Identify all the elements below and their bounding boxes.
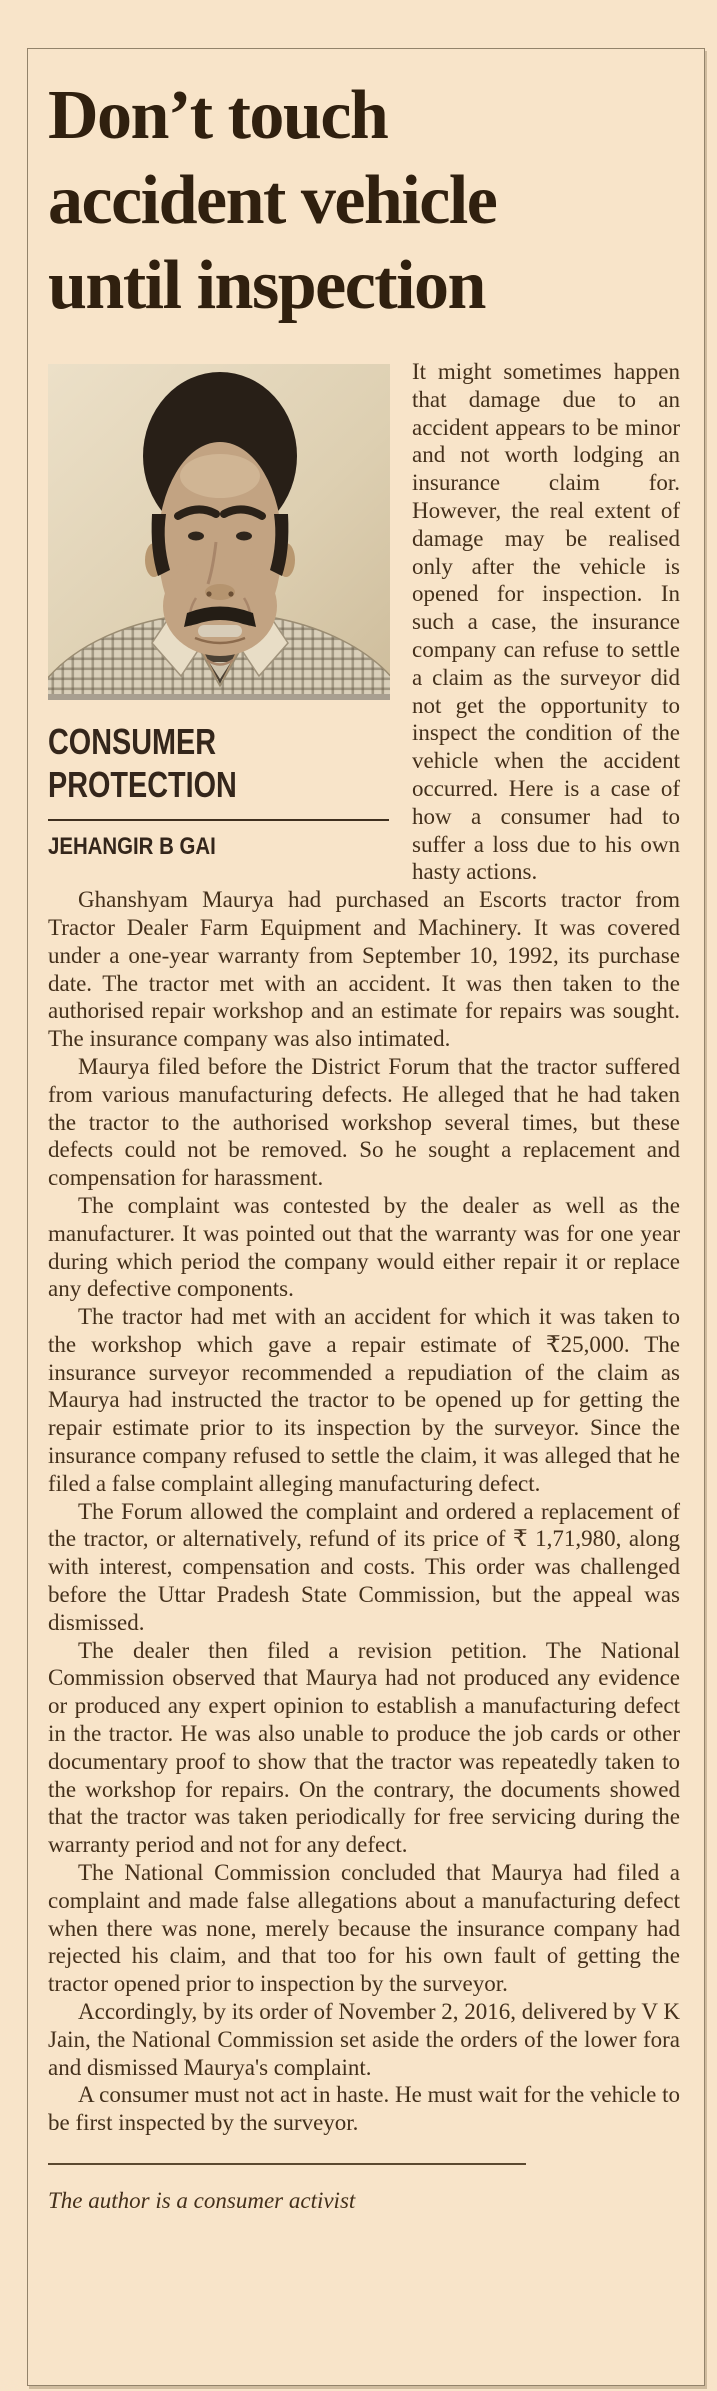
author-photo xyxy=(48,364,390,700)
body-paragraph: The National Commission concluded that M… xyxy=(48,1860,680,1997)
author-footnote: The author is a consumer activist xyxy=(48,2188,356,2213)
headline: Don’t touch accident vehicle until inspect… xyxy=(48,73,680,328)
body-paragraph: It might sometimes happen that damage du… xyxy=(412,359,680,885)
body-paragraph: Maurya filed before the District Forum t… xyxy=(48,1053,680,1191)
article-body: It might sometimes happen that damage du… xyxy=(48,358,680,2137)
body-paragraph: A consumer must not act in haste. He mus… xyxy=(48,2082,680,2136)
byline: JEHANGIR B GAI xyxy=(48,833,216,860)
kicker-line: PROTECTION xyxy=(48,764,237,805)
headline-line: accident vehicle xyxy=(48,162,498,239)
kicker-line: CONSUMER xyxy=(48,721,217,762)
section-kicker: CONSUMER PROTECTION xyxy=(48,720,390,806)
body-paragraph: The tractor had met with an accident for… xyxy=(48,1304,680,1496)
portrait-illustration xyxy=(48,364,390,694)
headline-line: Don’t touch xyxy=(48,77,389,154)
byline-divider xyxy=(48,819,389,821)
author-block: CONSUMER PROTECTION JEHANGIR B GAI xyxy=(48,364,390,860)
footer-divider xyxy=(48,2163,526,2165)
body-paragraph: The Forum allowed the complaint and orde… xyxy=(48,1498,680,1635)
body-paragraph: The dealer then filed a revision petitio… xyxy=(48,1637,680,1858)
body-paragraph: Accordingly, by its order of November 2,… xyxy=(48,1999,680,2080)
article-container: Don’t touch accident vehicle until inspect… xyxy=(27,48,705,2386)
body-paragraph: The complaint was contested by the deale… xyxy=(48,1192,680,1302)
headline-line: until inspection xyxy=(48,247,486,324)
body-paragraph: Ghanshyam Maurya had purchased an Escort… xyxy=(48,887,680,1052)
